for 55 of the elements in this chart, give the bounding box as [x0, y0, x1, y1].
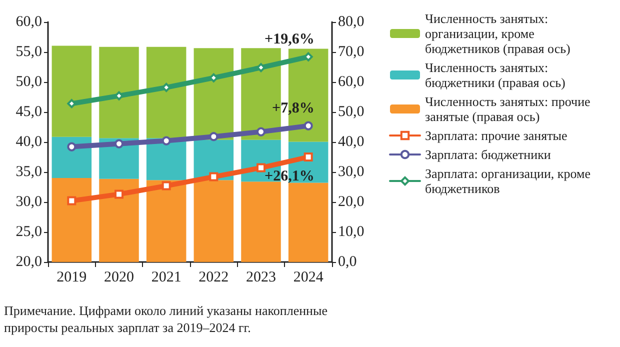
y-tick-label: 30,0	[16, 194, 42, 210]
annotation: +19,6%	[264, 31, 314, 48]
y-tick-label: 40,0	[16, 134, 42, 150]
y2-tick-label: 40,0	[338, 134, 364, 150]
y2-tick-label: 60,0	[338, 74, 364, 90]
y-tick-label: 20,0	[16, 254, 42, 270]
y-tick-label: 35,0	[16, 164, 42, 180]
y2-tick-label: 70,0	[338, 44, 364, 60]
y-tick-label: 50,0	[16, 74, 42, 90]
x-tick-label: 2022	[198, 270, 229, 286]
point	[162, 136, 171, 146]
bar	[241, 182, 281, 262]
point	[209, 132, 218, 142]
y-tick-label: 55,0	[16, 44, 42, 60]
bar	[146, 46, 186, 138]
point	[67, 196, 76, 206]
legend-label: Численность занятых: бюджетники (правая ось)	[425, 60, 566, 90]
point	[304, 121, 313, 130]
point	[256, 63, 266, 72]
point	[256, 127, 266, 136]
y-tick-label: 25,0	[16, 224, 42, 240]
bar	[194, 180, 234, 262]
y2-tick-label: 0,0	[338, 254, 357, 270]
x-tick-label: 2020	[104, 270, 134, 286]
point	[114, 139, 124, 148]
text: Примечание. Цифрами около линий указаны накопленные приросты реальных зарплат за 2019–2024 гг.	[4, 303, 331, 335]
y-tick-label: 60,0	[16, 14, 42, 30]
legend-label: Численность занятых: прочие занятые (правая ось)	[425, 94, 591, 124]
point	[304, 152, 313, 162]
y2-tick-label: 80,0	[338, 14, 364, 30]
y2-tick-label: 50,0	[338, 104, 364, 120]
x-tick-label: 2019	[56, 270, 87, 286]
bar	[52, 136, 92, 178]
point	[209, 172, 218, 182]
point	[67, 142, 76, 152]
bar	[52, 46, 92, 137]
point	[162, 181, 171, 190]
bar	[52, 178, 92, 262]
legend-label: Численность занятых: организации, кроме бюджетников (правая ось)	[425, 11, 570, 56]
point	[256, 163, 266, 172]
x-tick-label: 2023	[246, 270, 276, 286]
y2-tick-label: 10,0	[338, 224, 364, 240]
bar	[146, 180, 186, 262]
legend-label: Зарплата: бюджетники	[425, 147, 551, 162]
point	[114, 190, 124, 199]
legend-label: Зарплата: организации, кроме бюджетников	[425, 166, 591, 196]
y-tick-label: 45,0	[16, 104, 42, 120]
x-tick-label: 2024	[293, 270, 324, 286]
bar	[99, 178, 139, 262]
y2-tick-label: 20,0	[338, 194, 364, 210]
bar	[288, 182, 328, 262]
y2-tick-label: 30,0	[338, 164, 364, 180]
legend-label: Зарплата: прочие занятые	[425, 128, 568, 143]
bar	[99, 46, 139, 138]
x-tick-label: 2021	[151, 270, 182, 286]
